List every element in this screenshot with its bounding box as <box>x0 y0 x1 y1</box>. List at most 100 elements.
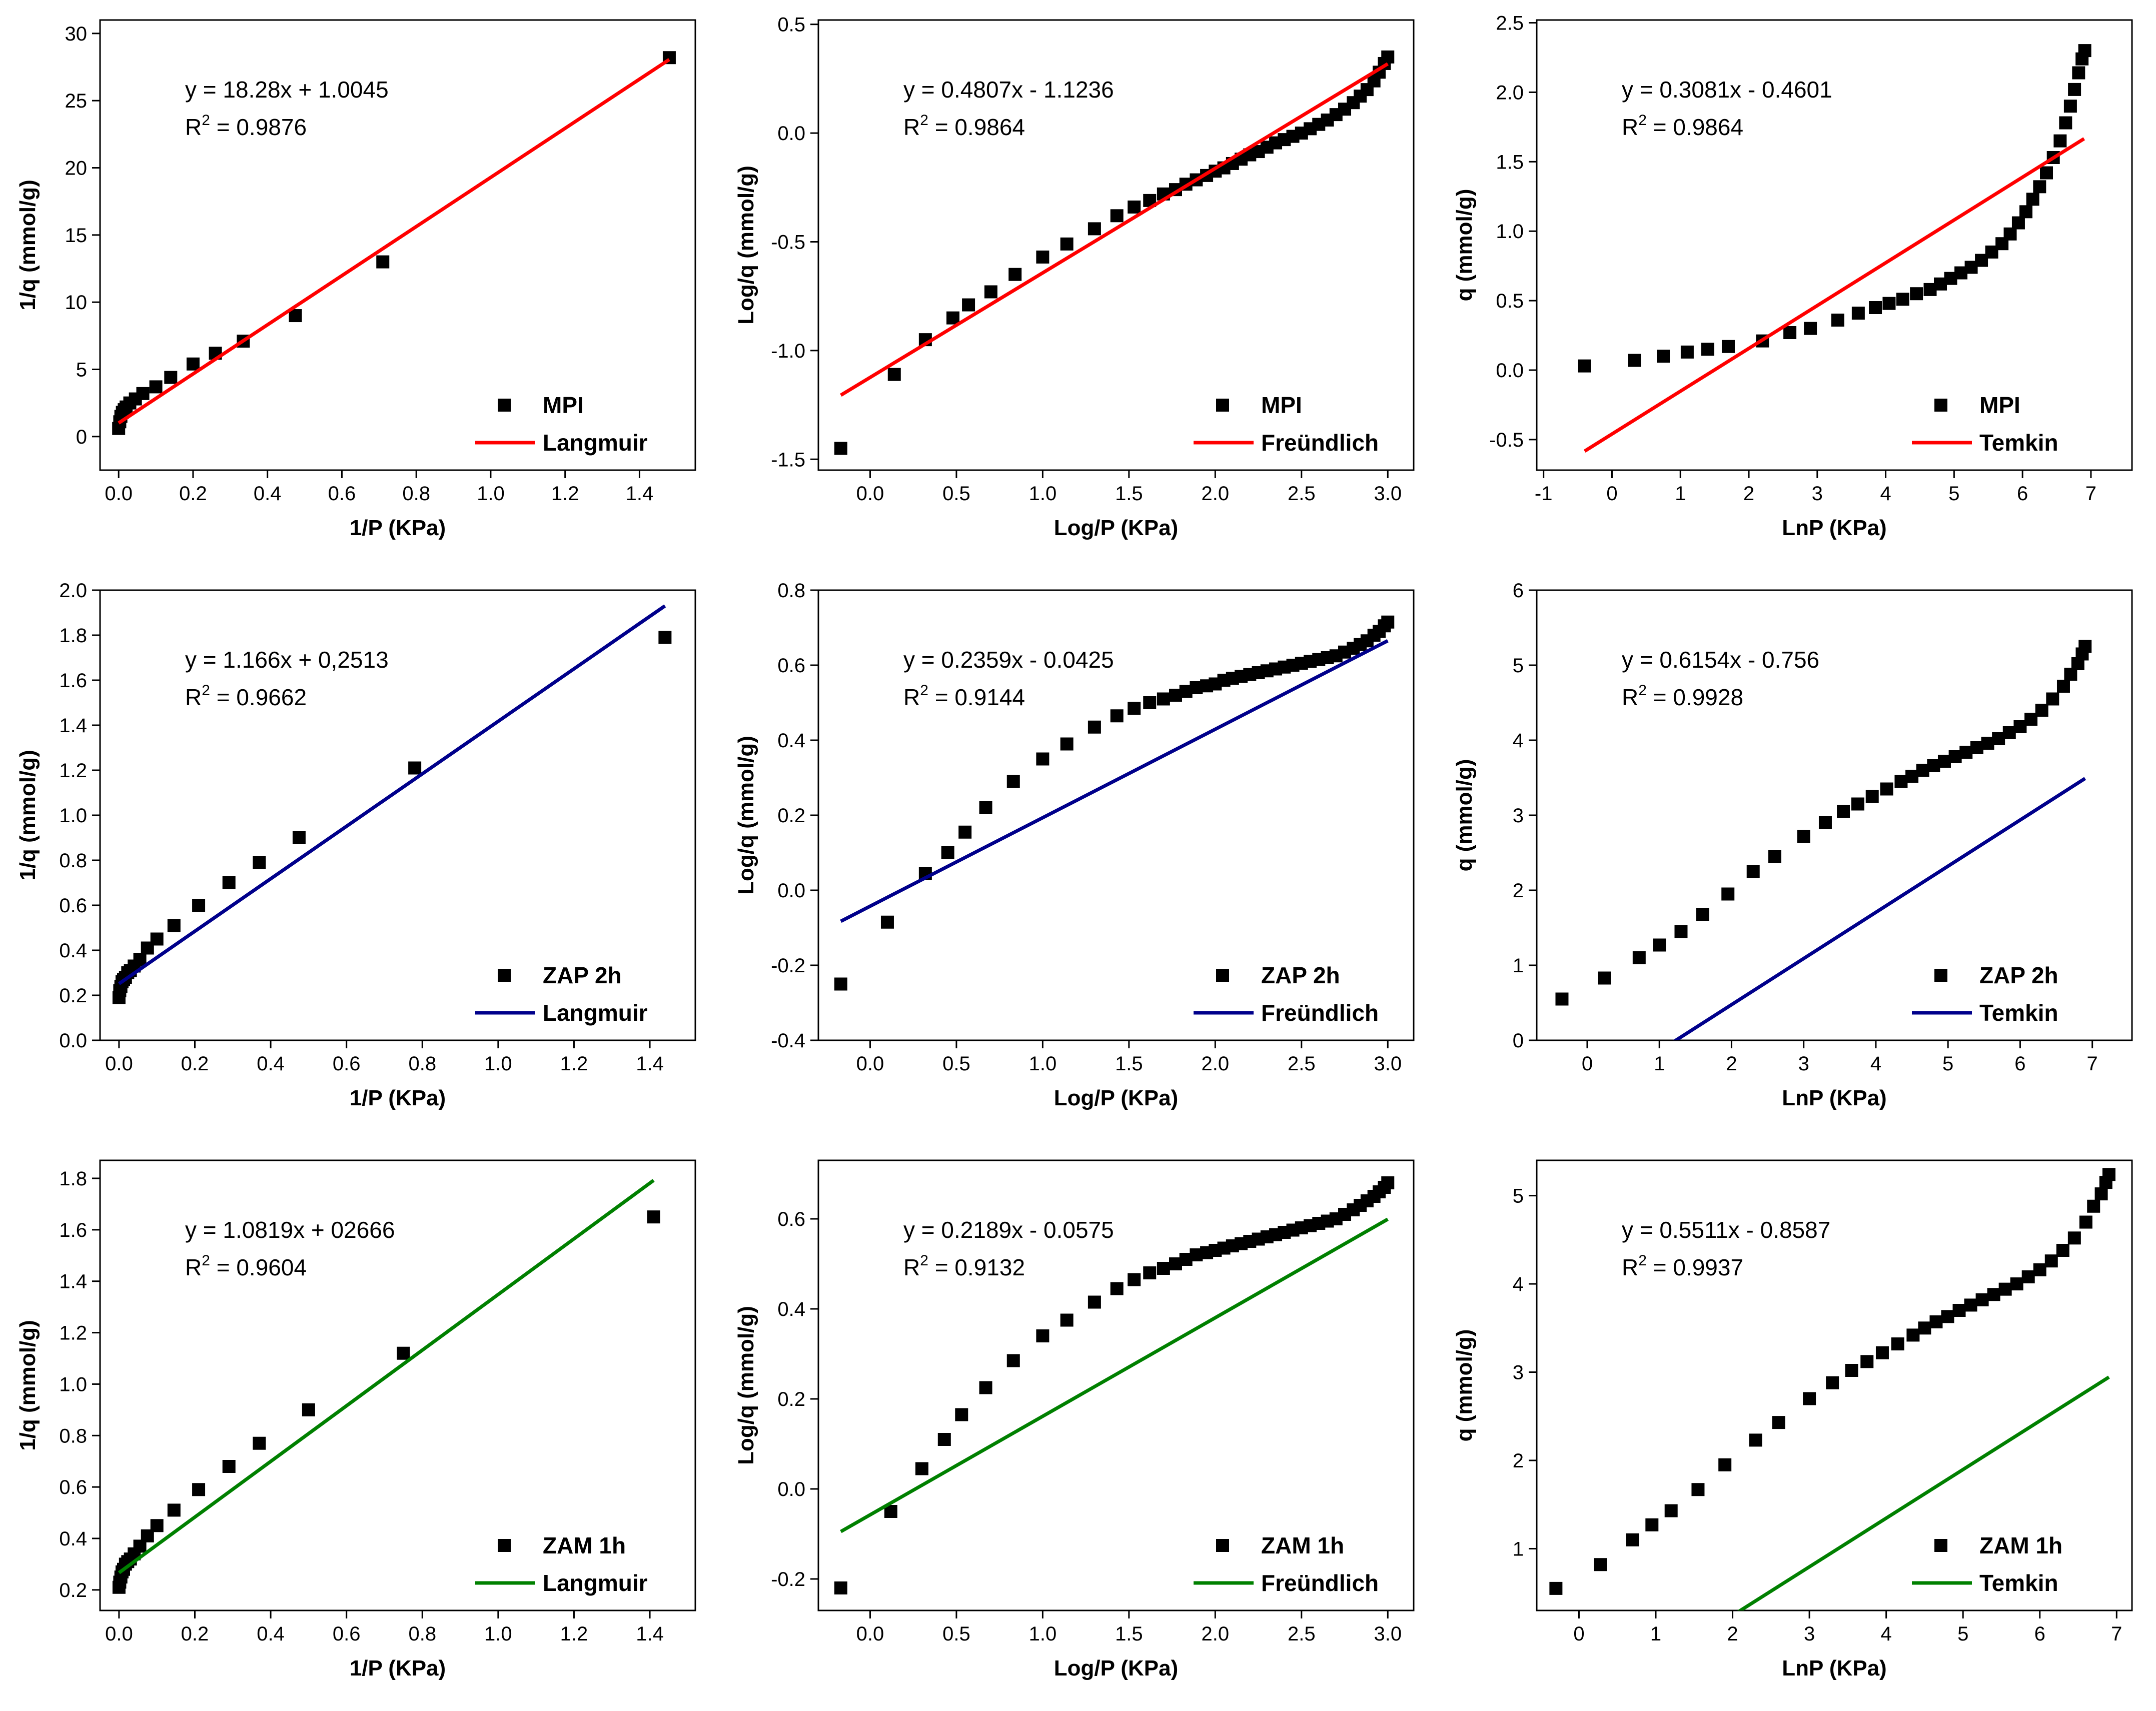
fit-line <box>840 639 1389 923</box>
y-tick-label: 0.2 <box>59 1579 87 1601</box>
data-point <box>150 932 164 946</box>
data-layer <box>112 51 676 435</box>
data-point <box>2072 66 2085 80</box>
x-tick-label: 6 <box>2014 1053 2025 1075</box>
data-point <box>1143 696 1157 709</box>
y-tick-label: 0.8 <box>59 1425 87 1447</box>
data-point <box>2053 134 2067 148</box>
x-tick-label: 1 <box>1650 1623 1661 1645</box>
y-tick-label: 0.0 <box>59 1030 87 1052</box>
data-point <box>1578 359 1591 373</box>
x-tick-label: 1 <box>1675 483 1686 505</box>
y-tick-label: 0.8 <box>59 850 87 872</box>
data-point <box>1718 1458 1732 1471</box>
data-point <box>1896 293 1909 306</box>
chart-svg: 0.0 0.5 1.0 1.5 2.0 2.5 3.0 -0.2 0.0 0.2 0.4 0.6 Log… <box>734 1159 1415 1680</box>
x-tick-label: 1.2 <box>551 483 579 505</box>
data-point <box>979 801 992 814</box>
data-point <box>2044 1254 2058 1268</box>
data-layer <box>834 50 1395 455</box>
data-point <box>1906 1328 1920 1342</box>
legend-label-series: MPI <box>543 392 584 418</box>
x-tick-label: 6 <box>2034 1623 2045 1645</box>
r-squared: R2 = 0.9662 <box>185 682 307 710</box>
data-point <box>1891 1337 1904 1351</box>
r-squared-superscript: 2 <box>920 1252 928 1269</box>
data-layer <box>1578 44 2091 453</box>
x-tick-label: 1.0 <box>1029 483 1057 505</box>
x-tick-label: 5 <box>1948 483 1959 505</box>
chart-panel-9: 0 1 2 3 4 5 6 7 1 2 3 4 5 LnP (KPa) q (mmol/g) y = 0.55… <box>1437 1140 2155 1710</box>
data-point <box>2033 180 2046 194</box>
y-tick-label: -0.4 <box>771 1030 805 1052</box>
y-tick-label: 3 <box>1513 1362 1524 1384</box>
data-point <box>302 1403 315 1416</box>
r-squared-superscript: 2 <box>1638 682 1647 699</box>
fit-equation: y = 0.6154x - 0.756 <box>1622 647 1819 673</box>
data-point <box>937 1433 951 1446</box>
legend-label-series: ZAP 2h <box>1979 962 2058 988</box>
data-point <box>1882 297 1896 310</box>
data-point <box>1797 830 1810 843</box>
y-axis-label: q (mmol/g) <box>1452 189 1477 302</box>
y-tick-label: 0.4 <box>59 940 87 962</box>
data-point <box>887 368 901 381</box>
data-point <box>1060 237 1073 251</box>
x-tick-label: 7 <box>2085 483 2096 505</box>
fit-line <box>1672 777 2086 1040</box>
y-tick-label: 1.6 <box>59 1219 87 1241</box>
data-point <box>2094 1187 2108 1201</box>
data-point <box>1060 737 1073 751</box>
data-point <box>2079 1215 2092 1229</box>
data-point <box>962 298 975 312</box>
data-point <box>1110 709 1124 723</box>
data-point <box>834 977 847 991</box>
data-point <box>1632 951 1646 964</box>
x-tick-label: 1.2 <box>560 1623 588 1645</box>
y-tick-label: 0.0 <box>777 1478 805 1500</box>
legend-label-series: ZAP 2h <box>1261 962 1340 988</box>
y-tick-label: 5 <box>1513 655 1524 677</box>
y-tick-label: 2 <box>1513 880 1524 902</box>
y-tick-label: 5 <box>1513 1185 1524 1207</box>
r-squared-value: = 0.9864 <box>1647 114 1743 140</box>
fit-line <box>840 1217 1389 1533</box>
data-point <box>647 1210 660 1224</box>
data-point <box>1701 343 1714 356</box>
plot-frame <box>99 1159 696 1611</box>
x-axis-label: 1/P (KPa) <box>350 1086 446 1110</box>
r-squared: R2 = 0.9864 <box>903 112 1025 140</box>
y-tick-label: 1.0 <box>59 805 87 827</box>
x-axis-label: 1/P (KPa) <box>350 516 446 540</box>
x-tick-label: 0.8 <box>408 1053 436 1075</box>
x-tick-label: 3 <box>1804 1623 1815 1645</box>
legend-label-series: ZAM 1h <box>1261 1532 1344 1558</box>
x-tick-label: 1 <box>1654 1053 1665 1075</box>
y-tick-label: -0.2 <box>771 1568 805 1590</box>
x-tick-label: 1.4 <box>626 483 654 505</box>
data-layer <box>112 1179 660 1594</box>
chart-svg: 0.0 0.2 0.4 0.6 0.8 1.0 1.2 1.4 0 5 10 15 20 25 30 1/P … <box>16 19 696 540</box>
data-point <box>984 285 997 299</box>
data-point <box>941 846 954 859</box>
x-tick-label: 0.2 <box>179 483 207 505</box>
data-point <box>222 1460 236 1473</box>
r-squared-label: R <box>1622 684 1638 710</box>
x-tick-label: 0.5 <box>942 1053 970 1075</box>
data-point <box>1910 287 1923 301</box>
x-tick-label: 0.8 <box>408 1623 436 1645</box>
legend-label-fit: Langmuir <box>543 1000 648 1026</box>
r-squared-superscript: 2 <box>920 682 928 699</box>
fit-line <box>118 58 670 425</box>
r-squared: R2 = 0.9864 <box>1622 112 1743 140</box>
fit-line <box>118 1179 655 1574</box>
legend-marker <box>1934 969 1947 982</box>
data-point <box>1006 1354 1020 1367</box>
data-point <box>1110 209 1124 223</box>
data-point <box>658 631 672 644</box>
x-tick-label: 2.5 <box>1288 483 1316 505</box>
r-squared-superscript: 2 <box>202 1252 210 1269</box>
data-point <box>2010 1277 2023 1291</box>
x-axis-label: Log/P (KPa) <box>1054 516 1179 540</box>
x-tick-label: 1.0 <box>484 1053 512 1075</box>
